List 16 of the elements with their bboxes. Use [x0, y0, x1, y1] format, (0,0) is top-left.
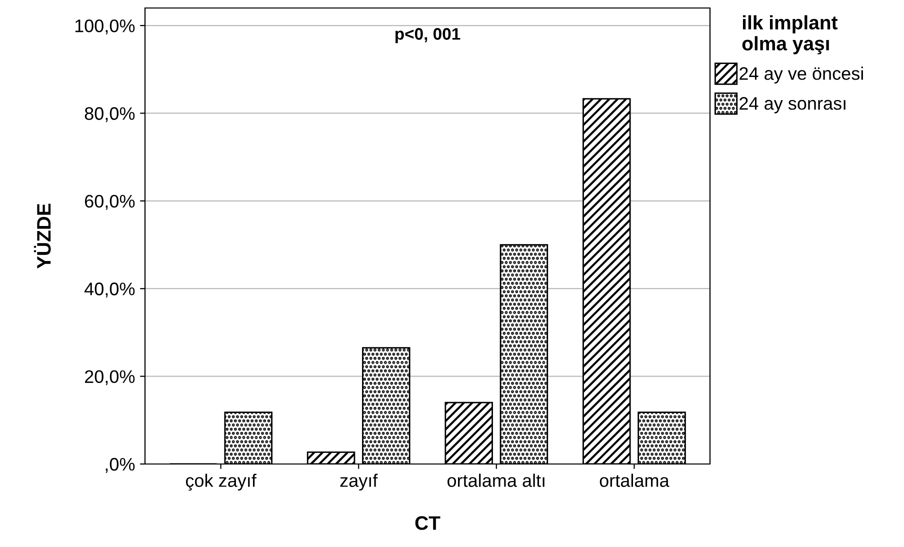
- y-axis-title: YÜZDE: [34, 204, 51, 269]
- annotation: p<0, 001: [395, 28, 460, 44]
- y-tick-label: 40,0%: [84, 282, 135, 298]
- x-axis-title: CT: [415, 516, 440, 530]
- x-tick-label: çok zayıf: [186, 474, 256, 491]
- legend-title: ilk implant olma yaşı: [742, 15, 838, 54]
- y-tick-label: 20,0%: [84, 370, 135, 386]
- y-tick-label: 60,0%: [85, 194, 135, 210]
- x-tick-label: ortalama: [600, 474, 670, 487]
- x-tick-label: zayıf: [340, 474, 378, 491]
- x-tick-label: ortalama altı: [447, 474, 544, 487]
- legend-label: 24 ay sonrası: [740, 97, 846, 114]
- legend-label: 24 ay ve öncesi: [740, 66, 863, 84]
- y-tick-label: ,0%: [106, 458, 135, 473]
- y-tick-label: 100,0%: [75, 19, 135, 34]
- y-tick-label: 80,0%: [84, 107, 135, 122]
